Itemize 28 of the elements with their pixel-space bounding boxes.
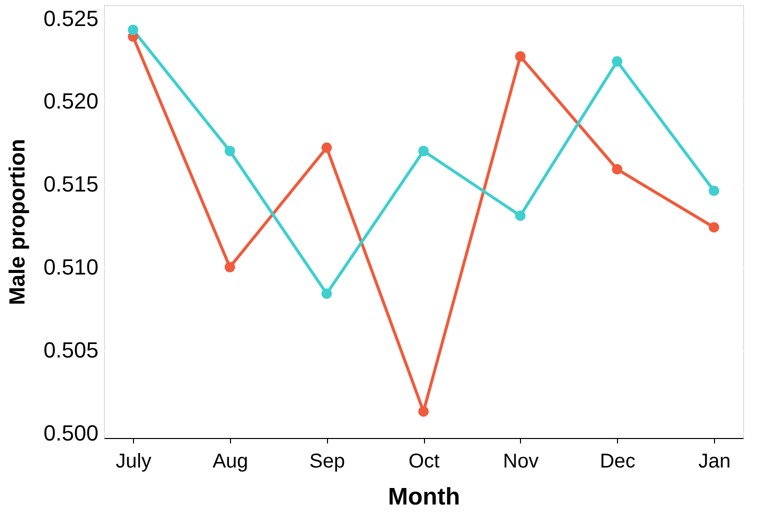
point [708,222,720,233]
x-tick-label: Oct [408,450,440,472]
y-tick-label: 0.525 [43,6,98,31]
point [515,51,526,62]
point [612,164,622,174]
y-axis-title: Male proportion [4,138,30,306]
y-tick-label: 0.510 [43,254,98,280]
x-tick-label: Nov [503,450,539,472]
point [612,56,622,67]
x-axis-title: Month [388,484,460,510]
point [708,186,720,196]
x-tick-label: Dec [600,450,636,472]
point [418,146,429,156]
point [224,146,236,156]
point [515,210,526,221]
point [321,288,332,299]
y-tick-label: 0.515 [43,172,98,197]
point [224,262,236,272]
point [418,406,429,417]
y-tick-label: 0.505 [43,338,98,363]
x-tick-label: Sep [309,450,345,472]
x-tick-label: July [116,450,152,472]
y-tick-label: 0.500 [43,420,98,446]
point [321,142,332,153]
x-tick-label: Aug [212,450,248,472]
y-tick-label: 0.520 [43,88,98,114]
point [128,24,138,36]
x-tick-label: Jan [698,450,731,472]
